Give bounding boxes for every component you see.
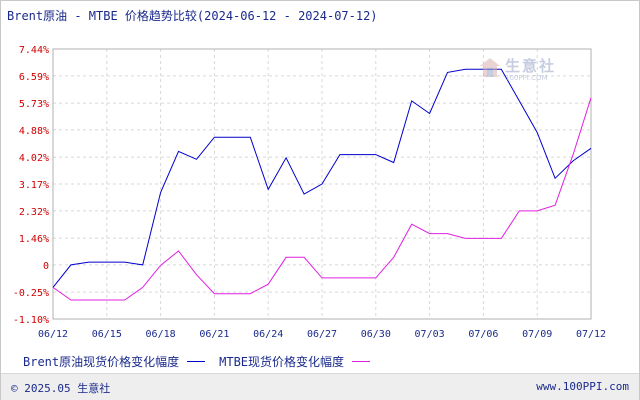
series-line-1	[52, 97, 592, 301]
x-tick-label: 07/12	[576, 329, 606, 340]
y-tick-label: -1.10%	[13, 315, 49, 326]
legend-swatch-brent	[187, 361, 206, 362]
footer-url: www.100PPI.com	[536, 380, 629, 393]
x-tick-label: 06/18	[146, 329, 176, 340]
label-layer: 7.44% 6.59% 5.73% 4.88% 4.02% 3.17% 2.32% 1.46%…	[13, 45, 606, 340]
x-tick-label: 06/21	[199, 329, 229, 340]
legend-item-brent: Brent原油现货价格变化幅度	[23, 353, 206, 370]
y-tick-label: 4.88%	[19, 126, 49, 137]
y-tick-label: -0.25%	[13, 288, 49, 299]
x-tick-label: 07/03	[415, 329, 445, 340]
plot-border	[52, 48, 592, 320]
y-tick-label: 3.17%	[19, 180, 49, 191]
y-tick-label: 4.02%	[19, 153, 49, 164]
series-layer	[52, 68, 592, 301]
y-tick-label: 2.32%	[19, 207, 49, 218]
legend-swatch-mtbe	[352, 361, 371, 362]
x-tick-label: 06/24	[253, 329, 283, 340]
axis-layer	[52, 48, 592, 320]
x-tick-label: 06/30	[361, 329, 391, 340]
watermark-logo-icon	[480, 58, 500, 77]
series-line-0	[52, 68, 592, 288]
chart-title: Brent原油 - MTBE 价格趋势比较(2024-06-12 - 2024-…	[7, 9, 378, 23]
watermark: 生意社 100PPI.COM	[479, 55, 579, 87]
footer-copyright: © 2025.05 生意社	[11, 382, 111, 395]
x-tick-label: 06/12	[38, 329, 68, 340]
x-tick-label: 07/09	[522, 329, 552, 340]
watermark-url: 100PPI.COM	[505, 74, 548, 82]
legend-item-mtbe: MTBE现货价格变化幅度	[219, 353, 371, 370]
y-tick-label: 0	[43, 261, 49, 272]
x-tick-label: 07/06	[468, 329, 498, 340]
watermark-name: 生意社	[505, 57, 557, 75]
chart-plot: 7.44% 6.59% 5.73% 4.88% 4.02% 3.17% 2.32% 1.46%…	[13, 45, 606, 340]
y-tick-label: 7.44%	[19, 45, 49, 56]
footer-bar: © 2025.05 生意社 www.100PPI.com	[1, 373, 639, 400]
chart-legend: Brent原油现货价格变化幅度 MTBE现货价格变化幅度	[23, 353, 384, 370]
y-tick-label: 6.59%	[19, 72, 49, 83]
legend-label-mtbe: MTBE现货价格变化幅度	[219, 355, 345, 369]
legend-label-brent: Brent原油现货价格变化幅度	[23, 355, 180, 369]
x-tick-label: 06/15	[92, 329, 122, 340]
y-tick-label: 5.73%	[19, 99, 49, 110]
y-tick-label: 1.46%	[19, 234, 49, 245]
x-tick-label: 06/27	[307, 329, 337, 340]
